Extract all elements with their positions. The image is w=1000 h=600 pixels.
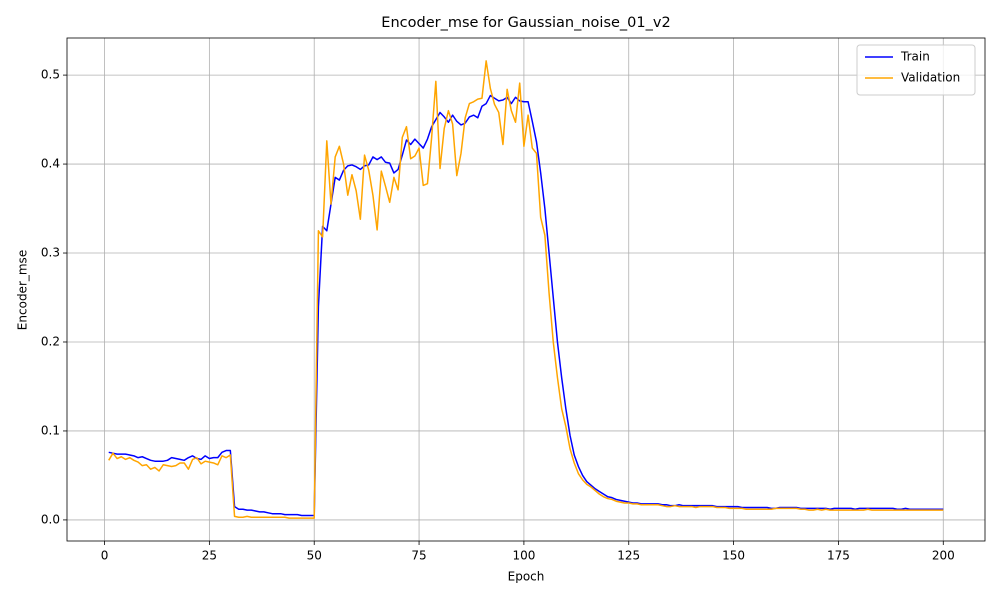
x-tick-label: 100 bbox=[512, 549, 535, 563]
x-tick-label: 125 bbox=[617, 549, 640, 563]
x-tick-label: 175 bbox=[827, 549, 850, 563]
x-tick-label: 150 bbox=[722, 549, 745, 563]
data-line bbox=[108, 60, 944, 519]
chart-title: Encoder_mse for Gaussian_noise_01_v2 bbox=[381, 15, 670, 31]
x-tick-label: 50 bbox=[307, 549, 322, 563]
data-line bbox=[108, 94, 944, 517]
x-axis-label: Epoch bbox=[508, 570, 545, 584]
y-tick-label: 0.0 bbox=[41, 512, 60, 526]
x-tick-label: 75 bbox=[411, 549, 426, 563]
x-tick-label: 200 bbox=[932, 549, 955, 563]
y-tick-label: 0.1 bbox=[41, 423, 60, 437]
plot-frame bbox=[66, 37, 986, 542]
legend-label: Validation bbox=[901, 71, 960, 85]
legend-label: Train bbox=[900, 50, 930, 64]
x-tick-label: 0 bbox=[101, 549, 109, 563]
y-tick-label: 0.2 bbox=[41, 334, 60, 348]
y-tick-label: 0.3 bbox=[41, 246, 60, 260]
y-tick-label: 0.5 bbox=[41, 68, 60, 82]
y-tick-label: 0.4 bbox=[41, 157, 60, 171]
x-tick-label: 25 bbox=[202, 549, 217, 563]
y-axis-label: Encoder_mse bbox=[16, 250, 30, 330]
